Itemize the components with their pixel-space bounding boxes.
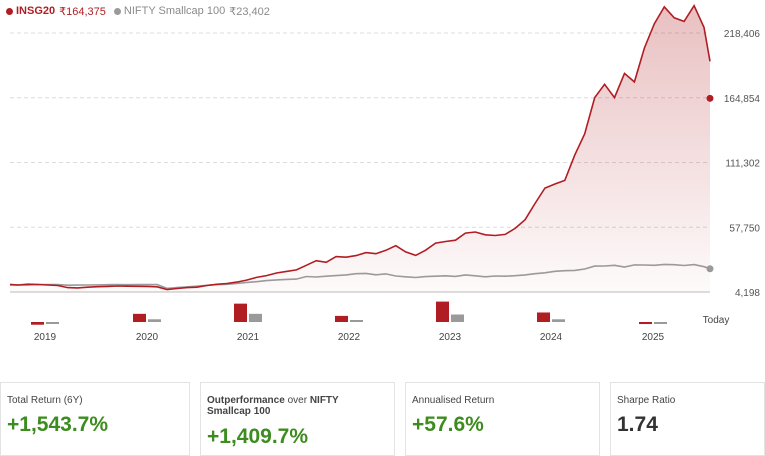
annual-return-bars (31, 301, 667, 325)
legend-series-value: ₹23,402 (229, 5, 270, 18)
line-layer (9, 4, 714, 291)
card-label: Total Return (6Y) (7, 395, 83, 406)
stats-cards: Total Return (6Y) +1,543.7% Outperforman… (0, 382, 765, 456)
bar-nifty-2019 (46, 322, 59, 324)
bar-insg20-2022 (335, 315, 348, 322)
tick-layer: 218,406 164,854 111,302 57,750 4,198 2019 2020… (34, 29, 761, 340)
total-return-card: Total Return (6Y) +1,543.7% (0, 382, 190, 456)
x-tick-label: 2021 (237, 332, 260, 340)
area-layer (10, 5, 710, 292)
bar-insg20-2023 (436, 301, 449, 322)
bar-insg20-2025 (639, 322, 652, 325)
x-tick-label: 2023 (439, 332, 462, 340)
x-tick-label: 2019 (34, 332, 57, 340)
insg20-line (9, 4, 711, 291)
y-tick-label: 4,198 (735, 288, 760, 299)
legend-series-name: NIFTY Smallcap 100 (123, 5, 226, 17)
bar-nifty-2020 (148, 319, 161, 322)
y-tick-label: 57,750 (729, 223, 760, 234)
bar-nifty-2025 (654, 322, 667, 324)
performance-chart: 218,406 164,854 111,302 57,750 4,198 2019 2020… (9, 4, 761, 340)
x-tick-label: 2022 (338, 332, 361, 340)
insg20-end-marker (706, 94, 714, 102)
card-value: +1,409.7% (207, 425, 309, 448)
annualised-return-card: Annualised Return +57.6% (405, 382, 600, 456)
y-tick-label: 111,302 (725, 159, 760, 170)
bar-nifty-2022 (350, 320, 363, 322)
bar-insg20-2019 (31, 322, 44, 325)
x-tick-label: 2025 (642, 332, 665, 340)
card-label-bold: Outperformance (207, 395, 285, 406)
bar-insg20-2024 (537, 312, 550, 322)
bar-nifty-2023 (451, 314, 464, 322)
bar-nifty-2021 (249, 313, 262, 322)
y-tick-label: 218,406 (724, 29, 761, 40)
y-tick-label: 164,854 (724, 94, 761, 105)
x-tick-label: 2024 (540, 332, 563, 340)
x-tick-label: 2020 (136, 332, 159, 340)
legend-series-name: INSG20 (16, 5, 56, 17)
legend: INSG20 ₹164,375 NIFTY Smallcap 100 ₹23,4… (6, 2, 278, 20)
legend-dot-icon (6, 7, 13, 15)
card-value: 1.74 (617, 413, 658, 436)
card-label-mid: over (284, 395, 310, 406)
outperformance-card: Outperformance over NIFTY Smallcap 100 +… (200, 382, 395, 456)
card-value: +57.6% (412, 413, 484, 436)
bar-nifty-2024 (552, 319, 565, 322)
legend-item-insg20[interactable]: INSG20 ₹164,375 (6, 5, 106, 18)
sharpe-ratio-card: Sharpe Ratio 1.74 (610, 382, 765, 456)
bar-insg20-2021 (234, 303, 247, 322)
card-label: Outperformance over NIFTY Smallcap 100 (207, 395, 377, 417)
card-label-bold: NIFTY Smallcap 100 (207, 395, 339, 417)
insg20-area (10, 5, 710, 292)
card-label: Annualised Return (412, 395, 495, 406)
legend-series-value: ₹164,375 (59, 5, 106, 18)
legend-item-nifty-smallcap[interactable]: NIFTY Smallcap 100 ₹23,402 (113, 5, 270, 18)
card-value: +1,543.7% (7, 413, 109, 436)
nifty-smallcap-line (9, 263, 711, 290)
bar-insg20-2020 (133, 313, 146, 322)
legend-dot-icon (113, 7, 121, 15)
card-label: Sharpe Ratio (617, 395, 676, 406)
x-tick-label-today: Today (703, 315, 730, 326)
nifty-end-marker (706, 265, 714, 273)
